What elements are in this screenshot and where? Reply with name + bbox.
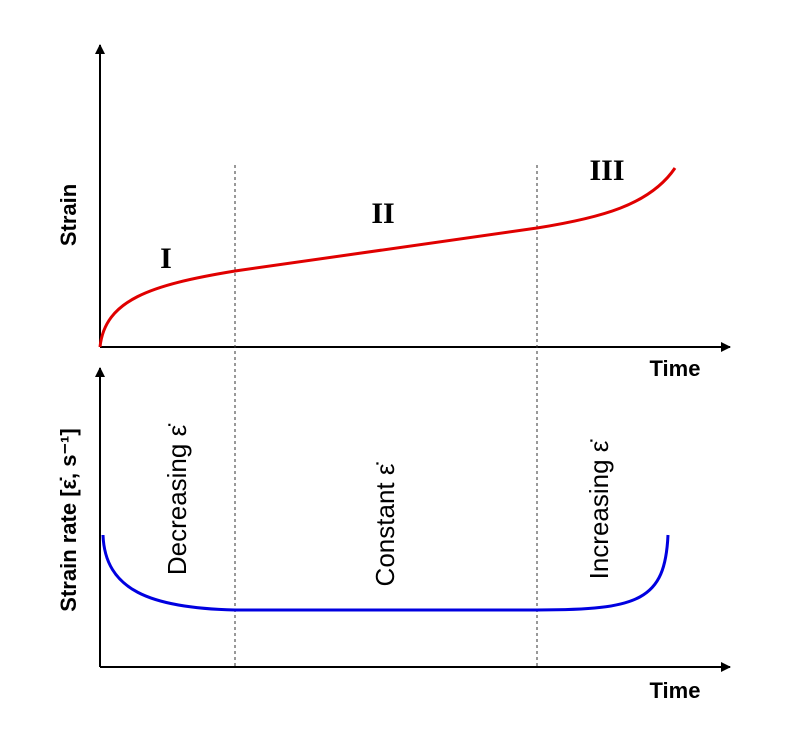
stage-label: II — [371, 197, 394, 230]
x-axis-label: Time — [650, 678, 701, 703]
strain-curve — [98, 167, 677, 348]
region-label: Constant ε̇ — [370, 462, 400, 587]
stage-label: III — [589, 154, 624, 187]
region-label: Decreasing ε̇ — [162, 423, 192, 575]
y-axis-label: Strain rate [ε̇, s⁻¹] — [56, 428, 81, 611]
x-axis-label: Time — [650, 356, 701, 381]
stage-label: I — [160, 242, 172, 275]
strain-rate-curve — [101, 534, 670, 612]
region-label: Increasing ε̇ — [584, 439, 614, 580]
y-axis-label: Strain — [56, 184, 81, 246]
